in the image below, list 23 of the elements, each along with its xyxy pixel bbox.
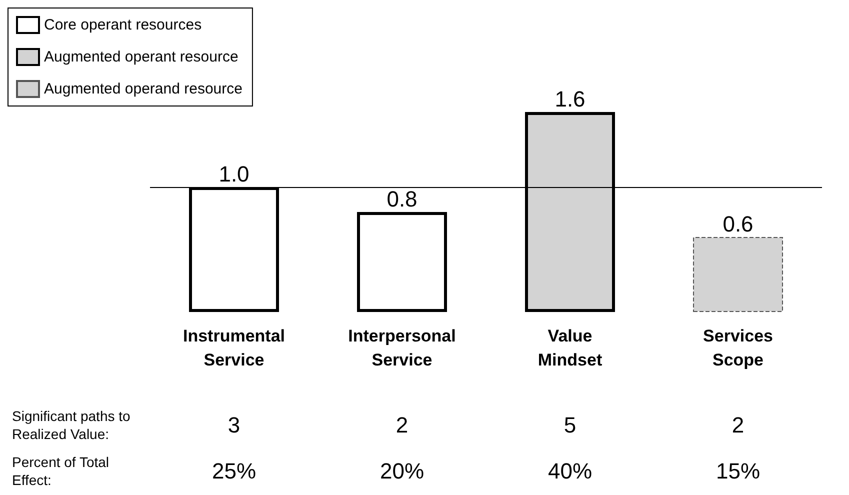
text: 2	[732, 412, 744, 438]
text: 20%	[380, 458, 424, 484]
data-label: 0.6	[722, 212, 754, 236]
text: 25%	[212, 458, 256, 484]
data-label: 1.0	[218, 162, 250, 186]
text: 15%	[716, 458, 760, 484]
x-tick-label: Interpersonal Service	[348, 326, 456, 370]
legend-label: Augmented operand resource	[44, 80, 242, 98]
text: 3	[228, 412, 240, 438]
text: 5	[564, 412, 576, 438]
legend-label: Core operant resources	[44, 16, 202, 34]
bar	[357, 212, 447, 312]
text: Significant paths to Realized Value:	[12, 408, 131, 442]
data-label: 1.6	[554, 86, 586, 112]
x-tick-label: Value Mindset	[538, 326, 602, 370]
text: 2	[396, 412, 408, 438]
legend-label: Augmented operant resource	[44, 48, 238, 66]
x-tick-label: Services Scope	[703, 326, 773, 370]
text: Percent of Total Effect:	[12, 454, 110, 488]
x-tick-label: Instrumental Service	[182, 326, 286, 370]
bar	[693, 237, 783, 312]
text: 40%	[548, 458, 592, 484]
data-label: 0.8	[386, 186, 418, 212]
